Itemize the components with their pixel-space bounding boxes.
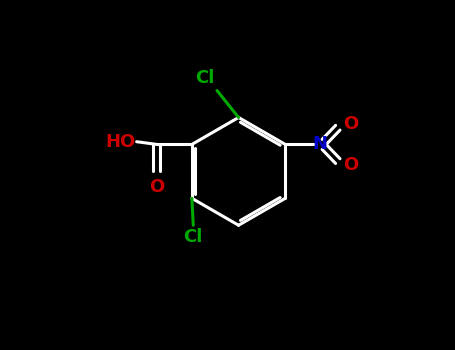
Text: O: O [149, 178, 165, 196]
Text: N: N [313, 135, 328, 153]
Text: O: O [343, 156, 359, 174]
Text: Cl: Cl [195, 69, 214, 87]
Text: O: O [343, 115, 359, 133]
Text: HO: HO [105, 133, 135, 151]
Text: Cl: Cl [183, 229, 203, 246]
